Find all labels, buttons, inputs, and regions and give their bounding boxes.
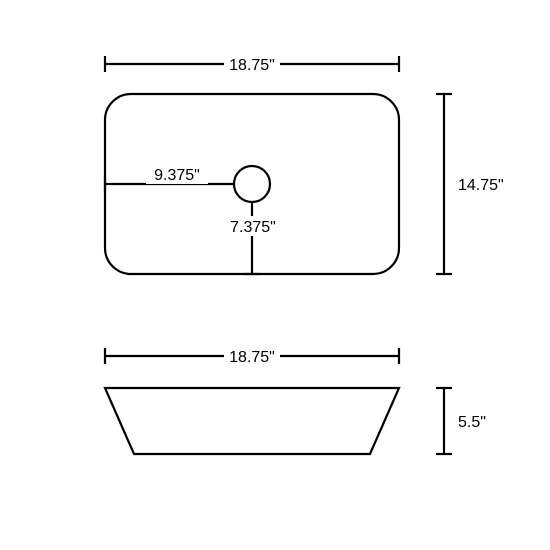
dim-hole-y-label: 7.375": [230, 219, 276, 236]
dim-hole-x-label: 9.375": [154, 167, 200, 184]
dim-top-height-label: 14.75": [458, 177, 504, 194]
dim-side-width: 18.75": [105, 344, 399, 366]
dim-top-height: 14.75": [436, 94, 504, 274]
side-outline: [105, 388, 399, 454]
dim-top-width: 18.75": [105, 52, 399, 74]
dim-side-width-label: 18.75": [229, 349, 275, 366]
dim-top-width-label: 18.75": [229, 57, 275, 74]
dimension-drawing: 18.75" 14.75" 9.375" 7.375" 18.75": [0, 0, 550, 550]
dim-hole-y: 7.375": [222, 202, 284, 274]
drain-circle: [234, 166, 270, 202]
dim-hole-x: 9.375": [105, 164, 234, 192]
dim-side-height-label: 5.5": [458, 414, 486, 431]
dim-side-height: 5.5": [436, 388, 486, 454]
